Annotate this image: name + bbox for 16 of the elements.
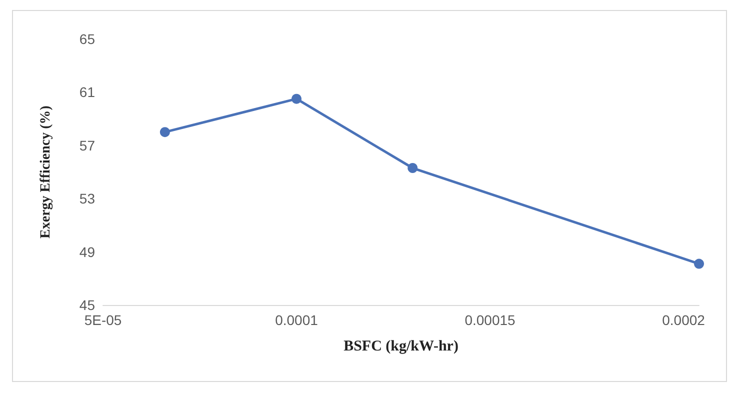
y-axis-title: Exergy Efficiency (%)	[38, 105, 54, 238]
x-tick-label: 0.00015	[464, 312, 516, 328]
x-axis-title: BSFC (kg/kW-hr)	[344, 338, 458, 354]
x-tick-label: 5E-05	[84, 312, 122, 328]
point	[160, 127, 170, 138]
y-tick-label: 53	[79, 190, 96, 207]
y-tick-label: 61	[79, 84, 96, 100]
y-tick-label: 57	[79, 137, 96, 154]
point	[292, 94, 302, 104]
y-tick-label: 65	[79, 31, 96, 47]
y-tick-label: 49	[79, 244, 96, 260]
point	[694, 258, 704, 269]
x-tick-label: 0.0001	[275, 312, 318, 328]
x-tick-label: 0.0002	[662, 312, 706, 328]
point	[408, 163, 418, 174]
y-tick-label: 45	[79, 297, 96, 313]
